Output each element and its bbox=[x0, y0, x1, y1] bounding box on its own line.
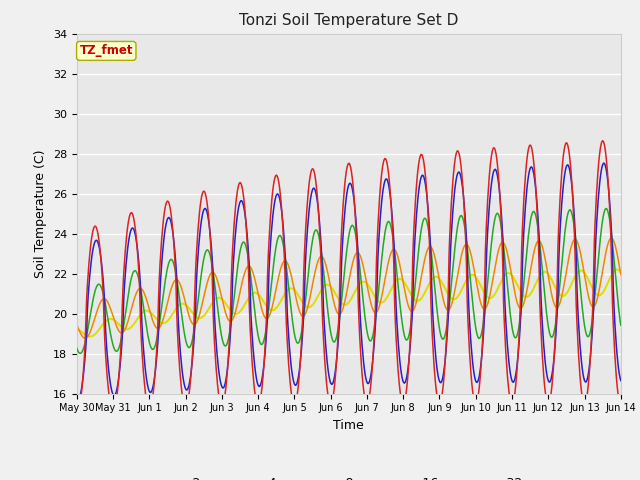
Y-axis label: Soil Temperature (C): Soil Temperature (C) bbox=[35, 149, 47, 278]
X-axis label: Time: Time bbox=[333, 419, 364, 432]
Legend: -2cm, -4cm, -8cm, -16cm, -32cm: -2cm, -4cm, -8cm, -16cm, -32cm bbox=[151, 472, 547, 480]
Title: Tonzi Soil Temperature Set D: Tonzi Soil Temperature Set D bbox=[239, 13, 458, 28]
Text: TZ_fmet: TZ_fmet bbox=[79, 44, 133, 58]
